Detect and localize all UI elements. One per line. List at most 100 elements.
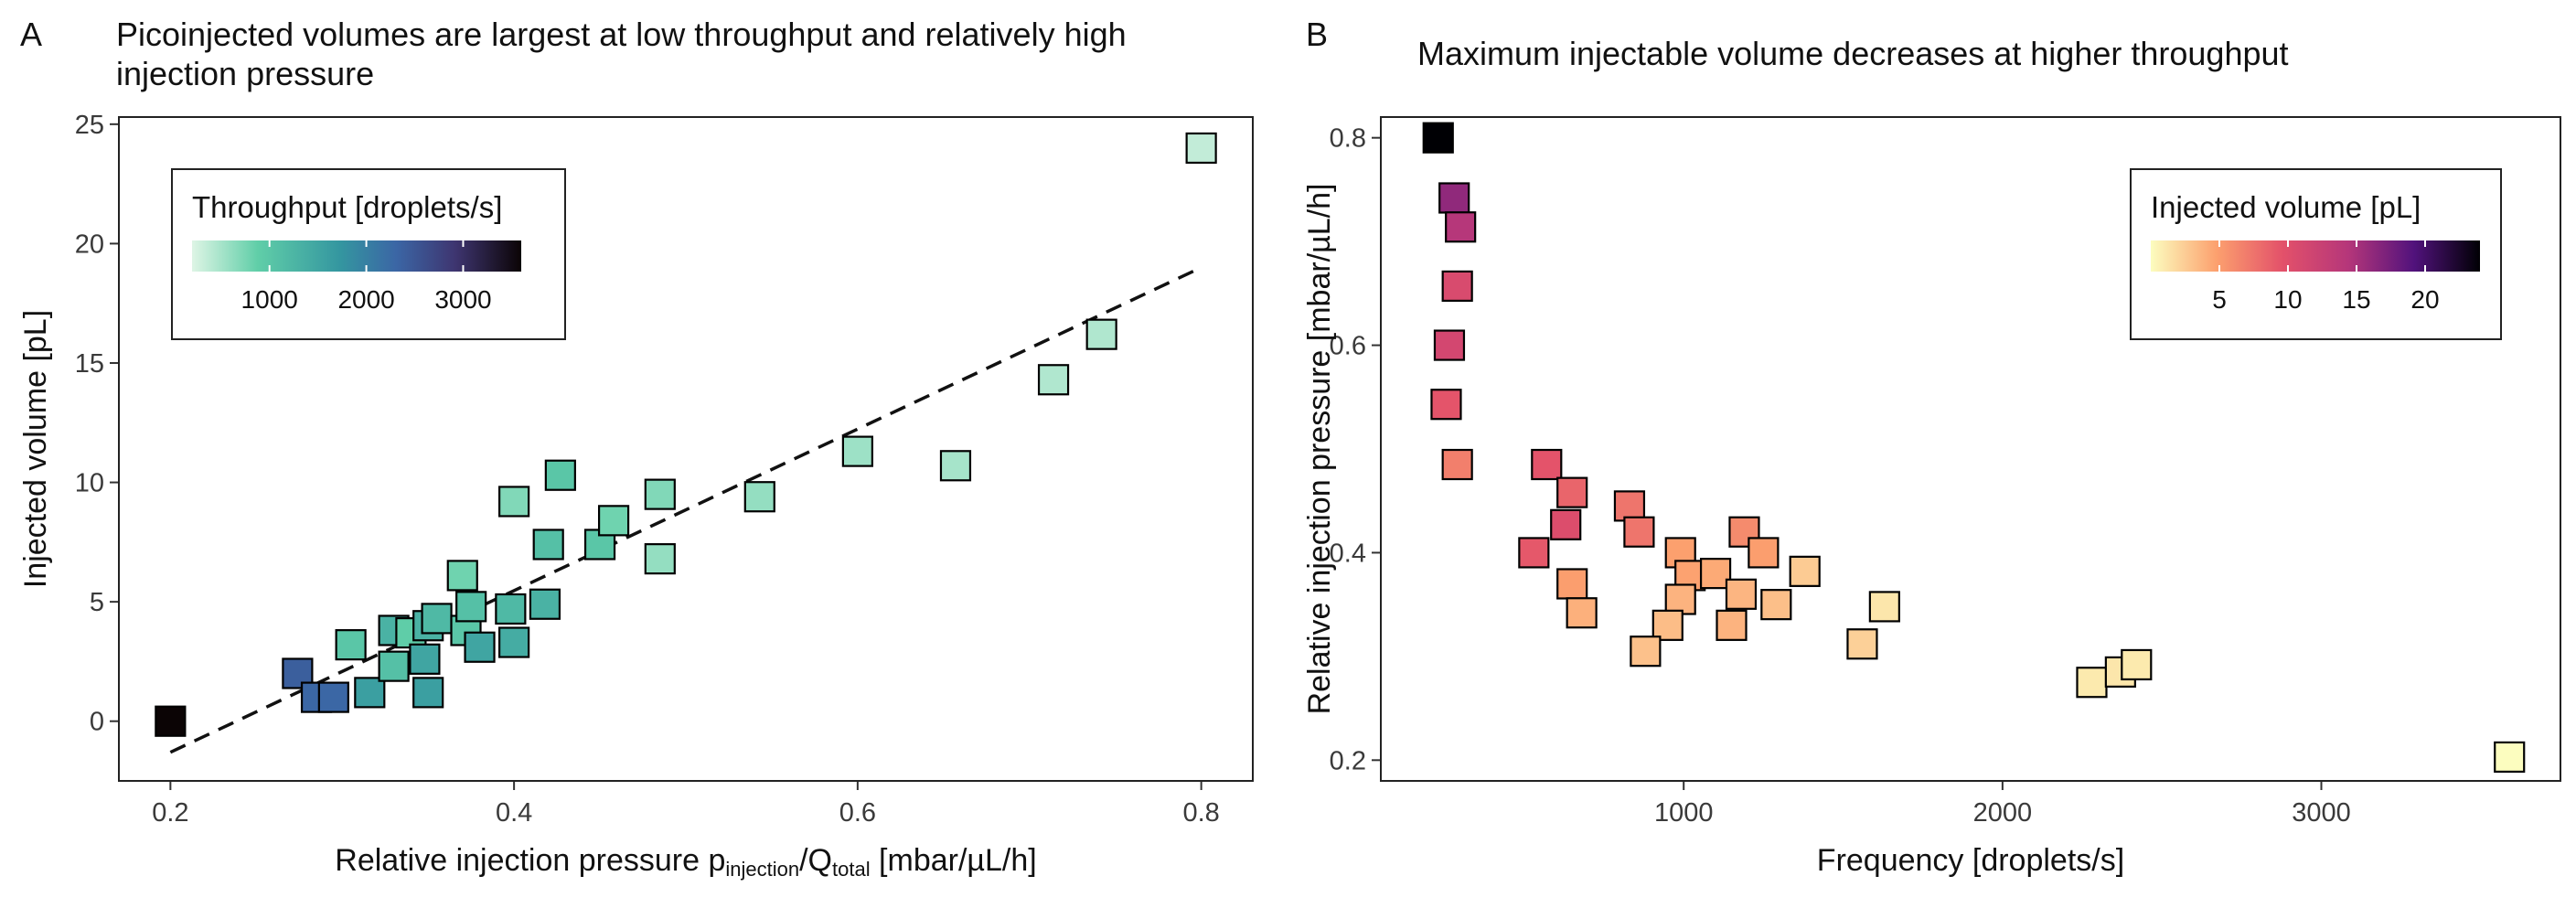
- panel-a-plot-area: [118, 116, 1254, 782]
- y-tick-label: 15: [75, 349, 104, 379]
- x-tick-label: 0.8: [1182, 798, 1219, 828]
- panel-a-legend: Throughput [droplets/s] 1000 2000 3000: [171, 168, 566, 340]
- data-point: [1430, 389, 1462, 421]
- x-tick-label: 0.6: [839, 798, 876, 828]
- trend-line: [169, 265, 1202, 754]
- panel-b-x-axis: 1000 2000 3000: [1654, 781, 2351, 828]
- panel-a-frame: [118, 116, 1254, 782]
- panel-b-frame: [1380, 116, 2561, 782]
- data-point: [1518, 537, 1550, 569]
- data-point: [1651, 609, 1683, 641]
- data-point: [1789, 555, 1821, 587]
- panel-a-y-axis-title: Injected volume [pL]: [18, 310, 53, 588]
- data-point: [1725, 578, 1758, 610]
- data-point: [1445, 211, 1477, 243]
- data-point: [1699, 558, 1732, 590]
- data-point: [1566, 597, 1598, 629]
- x-tick-label: 2000: [1973, 798, 2033, 828]
- y-tick-label: 20: [75, 230, 104, 259]
- x-tick-label: 3000: [2292, 798, 2351, 828]
- panel-b-y-axis-title: Relative injection pressure [mbar/µL/h]: [1302, 184, 1337, 715]
- data-point: [1748, 537, 1780, 569]
- data-point: [532, 529, 564, 561]
- data-point: [498, 486, 530, 518]
- panel-a-points: [155, 132, 1217, 737]
- data-point: [1441, 270, 1473, 303]
- data-point: [455, 591, 487, 623]
- data-point: [644, 478, 676, 510]
- data-point: [421, 603, 453, 635]
- panel-b-y-axis: 0.2 0.4 0.6 0.8: [1330, 124, 1381, 775]
- data-point: [1664, 583, 1696, 615]
- x-tick-label: 0.2: [152, 798, 188, 828]
- legend-ticks: 5 10 15 20: [2212, 240, 2440, 314]
- legend-tick-label: 5: [2212, 285, 2227, 314]
- panel-a: A Picoinjected volumes are largest at lo…: [18, 16, 1254, 881]
- y-tick-label: 25: [75, 111, 104, 140]
- data-point: [1613, 490, 1646, 522]
- data-point: [529, 588, 561, 620]
- y-tick-label: 10: [75, 469, 104, 498]
- legend-tick-label: 15: [2342, 285, 2370, 314]
- panel-a-tag: A: [20, 16, 42, 53]
- data-point: [1433, 329, 1466, 361]
- legend-tick-label: 1000: [241, 285, 298, 314]
- data-point: [597, 505, 630, 537]
- data-point: [1623, 516, 1655, 548]
- data-point: [1716, 609, 1748, 641]
- data-point: [378, 650, 410, 682]
- panel-a-title-line2: injection pressure: [116, 55, 374, 92]
- data-point: [2121, 648, 2153, 681]
- panel-b-tag: B: [1306, 16, 1328, 53]
- data-point: [1085, 318, 1117, 350]
- data-point: [1760, 589, 1792, 621]
- data-point: [495, 593, 527, 625]
- data-point: [409, 643, 441, 675]
- data-point: [1441, 448, 1473, 481]
- legend-ticks: 1000 2000 3000: [241, 240, 492, 314]
- panel-b-legend: Injected volume [pL] 5 10 15 20: [2130, 168, 2502, 340]
- data-point: [1185, 132, 1217, 165]
- y-tick-label: 5: [90, 588, 104, 617]
- legend-tick-label: 2000: [337, 285, 394, 314]
- panel-a-x-axis-title: Relative injection pressure pinjection/Q…: [335, 843, 1036, 881]
- data-point: [155, 705, 187, 737]
- data-point: [2494, 741, 2526, 774]
- data-point: [1556, 476, 1588, 508]
- panel-b-title: Maximum injectable volume decreases at h…: [1417, 35, 2289, 72]
- data-point: [2076, 667, 2108, 699]
- data-point: [498, 626, 530, 658]
- data-point: [939, 450, 972, 482]
- x-tick-label: 0.4: [496, 798, 532, 828]
- y-tick-label: 0.2: [1330, 746, 1366, 775]
- x-tick-label: 1000: [1654, 798, 1714, 828]
- data-point: [1438, 182, 1470, 214]
- legend-title: Injected volume [pL]: [2151, 190, 2421, 224]
- data-point: [1846, 628, 1878, 660]
- panel-b-points: [1422, 122, 2526, 774]
- data-point: [412, 677, 444, 709]
- panel-b-x-axis-title: Frequency [droplets/s]: [1817, 843, 2124, 878]
- y-tick-label: 0.6: [1330, 332, 1366, 361]
- data-point: [354, 677, 386, 709]
- legend-tick-label: 20: [2410, 285, 2439, 314]
- data-point: [446, 560, 478, 592]
- panel-a-x-axis: 0.2 0.4 0.6 0.8: [152, 781, 1220, 828]
- panel-a-y-axis: 0 5 10 15 20 25: [75, 111, 119, 737]
- panel-a-title-line1: Picoinjected volumes are largest at low …: [116, 16, 1127, 53]
- panel-b-plot-area: [1380, 116, 2561, 782]
- data-point: [1037, 364, 1070, 396]
- legend-tick-label: 3000: [434, 285, 491, 314]
- data-point: [1556, 568, 1588, 600]
- data-point: [1531, 448, 1563, 481]
- y-tick-label: 0.4: [1330, 539, 1366, 568]
- data-point: [464, 631, 496, 663]
- panel-b: B Maximum injectable volume decreases at…: [1302, 16, 2561, 878]
- data-point: [1550, 508, 1582, 540]
- legend-colorbar: [2151, 240, 2480, 272]
- data-point: [544, 459, 576, 491]
- data-point: [1868, 591, 1900, 623]
- data-point: [644, 543, 676, 575]
- data-point: [841, 435, 873, 467]
